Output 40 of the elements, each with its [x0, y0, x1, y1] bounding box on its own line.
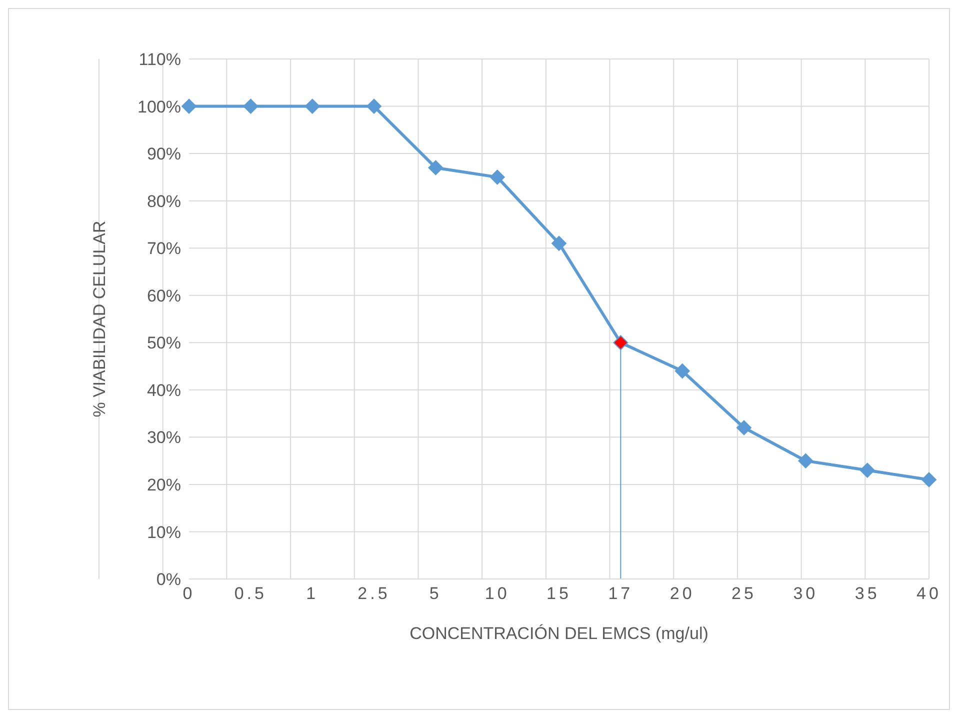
x-tick-label: 20 — [670, 584, 695, 604]
x-tick-label: 15 — [546, 584, 572, 604]
point — [366, 98, 382, 114]
x-tick-label: 0.5 — [234, 584, 267, 604]
x-tick-label: 10 — [484, 584, 510, 604]
x-tick-label: 30 — [793, 584, 818, 604]
point — [304, 98, 320, 114]
y-axis-title: % VIABILIDAD CELULAR — [90, 220, 110, 418]
point — [552, 236, 566, 251]
x-tick-label: 25 — [732, 584, 756, 604]
y-tick-label: 60% — [146, 286, 181, 306]
point — [490, 170, 505, 185]
point — [182, 98, 196, 114]
y-tick-label: 0% — [156, 570, 181, 590]
point — [922, 472, 936, 488]
x-tick-label: 0 — [182, 584, 196, 604]
point — [798, 453, 814, 468]
x-tick-label: 35 — [854, 584, 880, 604]
point — [860, 462, 875, 478]
y-tick-label: 70% — [146, 239, 181, 258]
y-tick-label: 100% — [138, 97, 181, 116]
x-tick-label: 17 — [608, 584, 634, 604]
y-tick-label: 30% — [146, 428, 181, 448]
x-tick-label: 40 — [916, 584, 942, 604]
y-tick-label: 40% — [146, 380, 181, 400]
point — [243, 98, 258, 114]
point — [613, 335, 628, 350]
x-tick-label: 5 — [429, 584, 442, 604]
x-axis-title: CONCENTRACIÓN DEL EMCS (mg/ul) — [410, 624, 708, 643]
point — [736, 420, 752, 436]
y-tick-label: 110% — [138, 50, 181, 70]
y-tick-label: 20% — [146, 475, 181, 494]
y-tick-label: 90% — [146, 144, 181, 164]
y-tick-label: 10% — [146, 522, 181, 542]
point — [674, 364, 690, 378]
point — [428, 160, 444, 176]
x-tick-label: 1 — [306, 584, 319, 604]
y-tick-label: 50% — [146, 334, 181, 353]
y-tick-label: 80% — [146, 192, 181, 211]
x-tick-label: 2.5 — [358, 584, 390, 604]
